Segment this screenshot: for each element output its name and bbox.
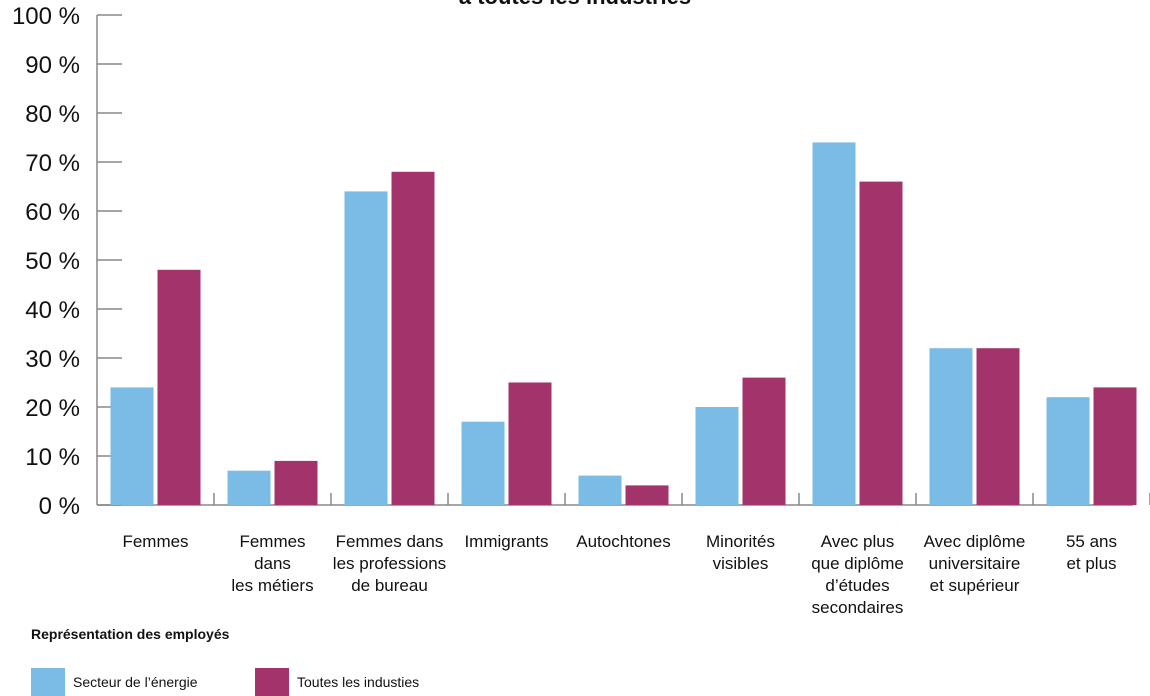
bar-energy [578, 475, 622, 505]
bar-chart: 0 % 10 % 20 % 30 % 40 % 50 % 60 % 70 % 80 % 90 % 1… [12, 3, 1150, 617]
y-tick-label: 10 % [25, 444, 80, 471]
bar-all-industries [1093, 387, 1137, 505]
bar-all-industries [976, 348, 1020, 505]
y-tick-label: 40 % [25, 297, 80, 324]
bar-energy [812, 142, 856, 505]
bar-energy [461, 421, 505, 505]
y-tick-label: 0 % [39, 493, 80, 520]
bar-energy [227, 470, 271, 505]
legend-heading: Représentation des employés [31, 626, 230, 642]
x-category-label: Femmes dans les professions de bureau [333, 532, 446, 595]
bar-energy [344, 191, 388, 505]
y-tick-label: 70 % [25, 150, 80, 177]
x-category-label: Avec plus que diplôme d’études secondaires [811, 532, 904, 617]
legend-swatch-energy [31, 668, 65, 696]
legend-item-energy: Secteur de l’énergie [31, 668, 198, 696]
y-tick-label: 60 % [25, 199, 80, 226]
legend-label-energy: Secteur de l’énergie [73, 674, 198, 690]
y-tick-label: 30 % [25, 346, 80, 373]
bar-all-industries [391, 171, 435, 506]
legend-label-all-industries: Toutes les industies [297, 674, 420, 690]
bar-all-industries [859, 181, 903, 505]
x-category-label: Immigrants [464, 532, 548, 551]
y-tick-label: 20 % [25, 395, 80, 422]
bar-all-industries [508, 382, 552, 505]
y-tick-label: 100 % [12, 3, 80, 30]
bar-all-industries [625, 485, 669, 505]
x-category-label: Femmes dans les métiers [231, 532, 313, 595]
bar-energy [929, 348, 973, 505]
x-category-label: Femmes [122, 532, 188, 551]
x-category-label: Autochtones [576, 532, 671, 551]
bar-energy [1046, 397, 1090, 505]
legend-swatch-all-industries [255, 668, 289, 696]
bar-energy [110, 387, 154, 505]
chart-title: à toutes les industries [0, 0, 1150, 10]
bar-all-industries [157, 269, 201, 505]
x-category-label: 55 ans et plus [1066, 532, 1117, 573]
x-category-label: Minorités visibles [706, 532, 775, 573]
bar-all-industries [742, 377, 786, 505]
y-tick-label: 90 % [25, 52, 80, 79]
x-category-label: Avec diplôme universitaire et supérieur [924, 532, 1026, 595]
y-tick-label: 80 % [25, 101, 80, 128]
bar-energy [695, 407, 739, 505]
legend-item-all-industries: Toutes les industies [255, 668, 419, 696]
y-tick-label: 50 % [25, 248, 80, 275]
bar-all-industries [274, 460, 318, 505]
